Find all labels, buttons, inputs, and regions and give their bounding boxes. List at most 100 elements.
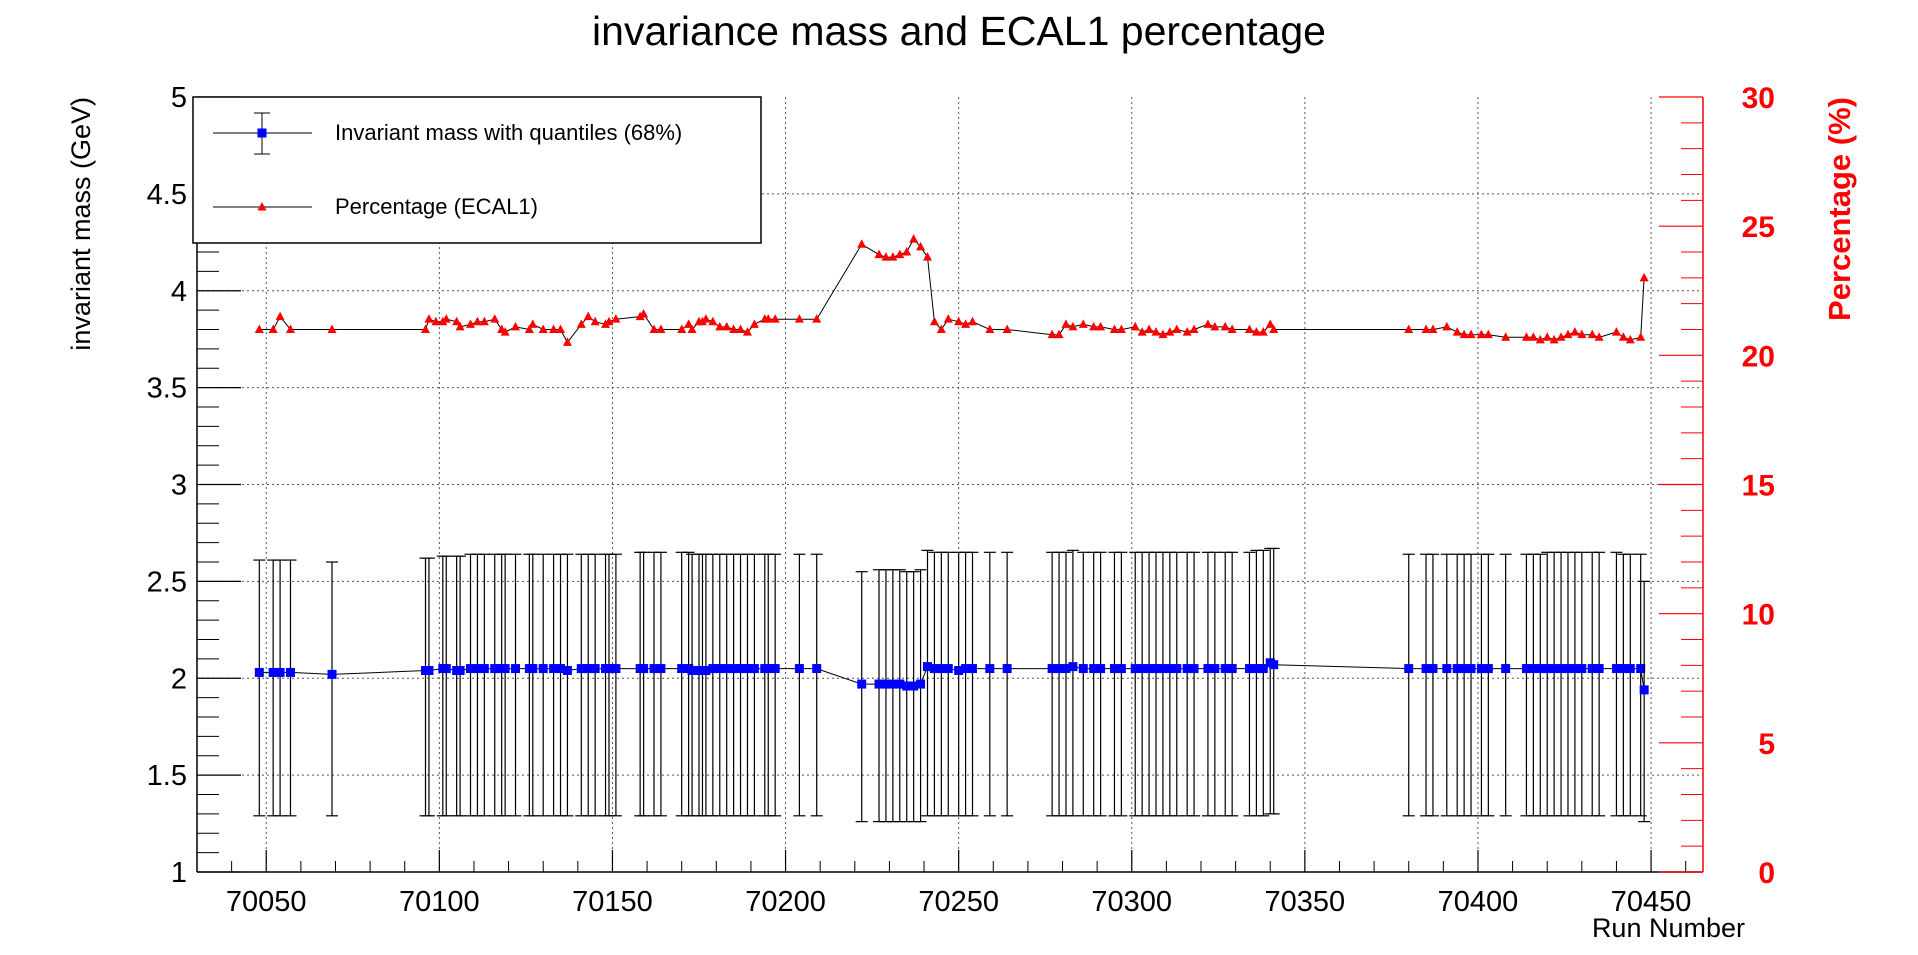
mass-point [916, 679, 926, 689]
percentage-point [985, 324, 995, 333]
mass-point [1130, 664, 1140, 674]
mass-point [1521, 664, 1531, 674]
percentage-point [1625, 334, 1635, 344]
x-tick-label: 70150 [572, 886, 653, 918]
percentage-point [275, 311, 285, 321]
mass-point [1528, 664, 1538, 674]
percentage-point [812, 314, 822, 323]
y2-tick-label: 10 [1742, 599, 1775, 632]
percentage-point [1165, 327, 1175, 336]
mass-point [1182, 664, 1192, 674]
percentage-point [1220, 321, 1230, 331]
legend-mass-marker [257, 128, 267, 138]
mass-point [1639, 685, 1649, 695]
y-tick-label: 4.5 [147, 179, 187, 211]
mass-point [749, 664, 759, 674]
percentage-point [857, 239, 867, 248]
mass-point [604, 664, 614, 674]
percentage-point [576, 319, 586, 328]
mass-point [742, 664, 752, 674]
percentage-point [1130, 321, 1140, 331]
percentage-point [1549, 334, 1559, 344]
percentage-point [1189, 324, 1199, 333]
mass-point [275, 667, 285, 677]
percentage-point [472, 316, 482, 326]
mass-point [1421, 664, 1431, 674]
percentage-point [1501, 332, 1511, 341]
percentage-point [649, 324, 659, 333]
mass-point [562, 666, 572, 675]
mass-point [1587, 664, 1597, 674]
mass-point [1137, 664, 1147, 674]
mass-point [466, 664, 476, 674]
percentage-point [968, 316, 978, 326]
mass-point [1556, 664, 1566, 674]
percentage-point [722, 321, 732, 331]
mass-point [1061, 664, 1071, 674]
percentage-point [479, 316, 489, 326]
percentage-point [1002, 324, 1012, 333]
mass-point [1636, 664, 1646, 674]
mass-point [1428, 664, 1438, 674]
mass-point [677, 664, 687, 674]
mass-point [656, 664, 666, 674]
percentage-point [327, 324, 337, 333]
mass-point [1189, 664, 1199, 674]
mass-point [268, 667, 278, 677]
legend-label-mass: Invariant mass with quantiles (68%) [335, 120, 682, 145]
percentage-point [684, 319, 694, 328]
y-tick-label: 3.5 [147, 373, 187, 405]
mass-point [1611, 664, 1621, 674]
percentage-point [556, 324, 566, 333]
percentage-point [916, 241, 926, 251]
percentage-point [590, 316, 600, 326]
percentage-point [441, 314, 451, 323]
mass-point [424, 666, 434, 675]
mass-point [441, 664, 451, 674]
legend-label-percentage: Percentage (ECAL1) [335, 194, 538, 219]
percentage-point [1151, 327, 1161, 336]
y-tick-label: 3 [171, 470, 187, 502]
mass-point [954, 666, 964, 675]
mass-point [1442, 664, 1452, 674]
axes-layer: 70050 70100 70150 70200 70250 70300 70350 70400… [147, 82, 1775, 918]
percentage-point [677, 324, 687, 333]
mass-point [687, 666, 697, 675]
percentage-point [936, 324, 946, 333]
mass-point [1151, 664, 1161, 674]
percentage-point [1203, 319, 1213, 328]
mass-point [1002, 664, 1012, 674]
y2-tick-label: 15 [1742, 470, 1775, 503]
percentage-point [1061, 319, 1071, 328]
mass-point [1269, 660, 1279, 670]
percentage-point [1528, 332, 1538, 341]
mass-point [549, 664, 559, 674]
percentage-point [1244, 324, 1254, 333]
mass-point [929, 664, 939, 674]
percentage-point [455, 321, 465, 331]
percentage-point [701, 314, 711, 323]
percentage-point [1137, 327, 1147, 336]
mass-point [936, 664, 946, 674]
percentage-point [1269, 324, 1279, 333]
mass-point [500, 664, 510, 674]
percentage-point [1421, 324, 1431, 333]
percentage-point [1570, 327, 1580, 336]
mass-point [895, 679, 905, 689]
mass-point [1227, 664, 1237, 674]
mass-point [285, 667, 295, 677]
mass-point [1047, 664, 1057, 674]
mass-point [722, 664, 732, 674]
mass-point [490, 664, 500, 674]
mass-point [812, 664, 822, 674]
mass-point [528, 664, 538, 674]
x-axis-title: Run Number [1592, 913, 1745, 943]
mass-point [590, 664, 600, 674]
mass-point [1404, 664, 1414, 674]
percentage-point [1442, 321, 1452, 331]
percentage-point [1594, 332, 1604, 341]
percentage-point [466, 319, 476, 328]
percentage-point [1639, 272, 1649, 282]
mass-point [1220, 664, 1230, 674]
y-tick-label: 2 [171, 663, 187, 695]
